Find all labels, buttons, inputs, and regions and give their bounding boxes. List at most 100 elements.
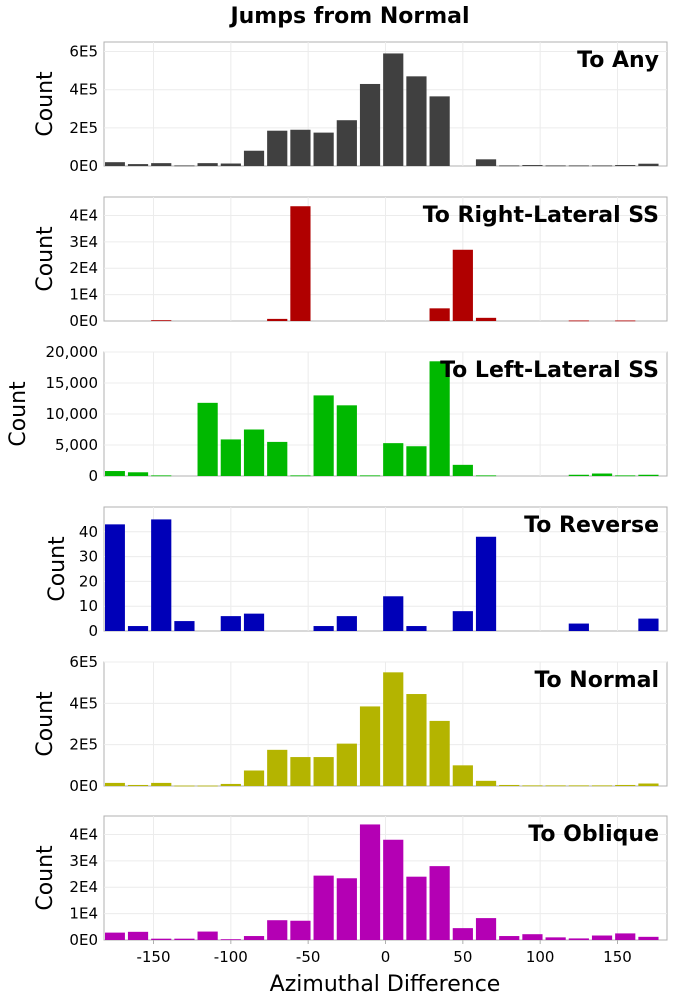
bar <box>638 936 659 940</box>
panel-title: To Right-Lateral SS <box>423 203 659 228</box>
panel-2: 0 5,000 10,000 15,000 20,000 To Left-Lateral … <box>6 343 668 485</box>
y-axis-label: Count <box>33 71 58 137</box>
bar <box>499 784 520 786</box>
bar <box>151 519 172 631</box>
bar <box>151 320 172 322</box>
bar <box>429 361 450 476</box>
bar <box>267 318 288 321</box>
bar <box>174 621 195 631</box>
bar <box>452 464 473 476</box>
bar <box>290 757 311 786</box>
y-tick-label: 10,000 <box>46 405 99 423</box>
panel-title: To Oblique <box>528 822 659 847</box>
y-tick-label: 5,000 <box>55 436 98 454</box>
y-tick-label: 0E0 <box>69 931 98 949</box>
bar <box>429 96 450 166</box>
x-tick-label: -150 <box>136 948 170 966</box>
y-tick-label: 3E4 <box>69 233 98 251</box>
x-tick-label: 0 <box>381 948 391 966</box>
y-tick-label: 0E0 <box>69 157 98 175</box>
bar <box>429 866 450 940</box>
y-tick-label: 6E5 <box>69 653 98 671</box>
y-tick-label: 0E0 <box>69 777 98 795</box>
bar <box>105 782 125 786</box>
bar <box>105 524 125 631</box>
bar <box>406 76 427 166</box>
bar <box>475 159 497 166</box>
bar <box>475 317 497 321</box>
bar <box>174 785 195 787</box>
panel-1: 0E0 1E4 2E4 3E4 4E4 To Right-Lateral SS Count <box>33 196 668 330</box>
bar <box>174 165 195 167</box>
bar <box>452 765 473 786</box>
bar <box>336 405 357 476</box>
y-tick-label: 2E4 <box>69 878 98 896</box>
panel-title: To Reverse <box>524 513 659 538</box>
bar <box>197 785 218 787</box>
bar <box>359 706 381 786</box>
bar <box>127 931 149 940</box>
bar <box>336 878 357 940</box>
bar <box>522 785 543 787</box>
bar <box>568 785 589 787</box>
bar <box>105 471 125 476</box>
bar <box>638 474 659 476</box>
x-tick-label: 150 <box>603 948 632 966</box>
bar <box>243 429 265 476</box>
bar <box>545 785 566 787</box>
bar <box>290 475 311 477</box>
y-tick-label: 20,000 <box>46 343 99 361</box>
x-tick-label: -100 <box>214 948 248 966</box>
y-tick-label: 2E4 <box>69 259 98 277</box>
x-axis: -150 -100 -50 0 50 100 150 <box>136 940 632 966</box>
x-tick-label: 100 <box>526 948 555 966</box>
y-tick-label: 4E5 <box>69 81 98 99</box>
bar <box>406 876 427 940</box>
bar <box>615 320 636 322</box>
bar <box>359 83 381 166</box>
bar <box>313 875 334 940</box>
bar <box>615 784 636 786</box>
bar <box>638 783 659 786</box>
bar <box>127 164 149 166</box>
y-tick-label: 40 <box>79 523 98 541</box>
y-tick-label: 2E5 <box>69 119 98 137</box>
bar <box>406 626 427 631</box>
bar <box>383 839 404 940</box>
y-tick-label: 0E0 <box>69 312 98 330</box>
bar <box>545 937 566 940</box>
bar <box>568 165 589 167</box>
bar <box>220 783 241 786</box>
y-tick-label: 10 <box>79 597 98 615</box>
bar <box>383 596 404 631</box>
bar <box>220 163 241 166</box>
y-axis-label: Count <box>33 845 58 911</box>
bar <box>591 785 613 787</box>
bar <box>105 932 125 940</box>
bar <box>452 928 473 940</box>
y-tick-label: 6E5 <box>69 43 98 61</box>
y-tick-label: 4E4 <box>69 206 98 224</box>
y-tick-label: 15,000 <box>46 374 99 392</box>
bar <box>290 920 311 940</box>
bar <box>499 165 520 167</box>
x-axis-label: Azimuthal Difference <box>270 972 501 997</box>
bar <box>475 536 497 631</box>
bar <box>243 150 265 166</box>
bar <box>615 165 636 166</box>
bar <box>197 931 218 940</box>
bar <box>336 120 357 166</box>
bar <box>243 613 265 631</box>
y-tick-label: 2E5 <box>69 736 98 754</box>
y-axis-label: Count <box>33 691 58 757</box>
bar <box>638 618 659 631</box>
y-tick-label: 0 <box>88 622 98 640</box>
bar <box>220 439 241 476</box>
bar <box>475 780 497 786</box>
bar <box>290 129 311 166</box>
bar <box>220 939 241 941</box>
bar <box>452 611 473 631</box>
bar <box>197 402 218 476</box>
bar <box>383 672 404 786</box>
